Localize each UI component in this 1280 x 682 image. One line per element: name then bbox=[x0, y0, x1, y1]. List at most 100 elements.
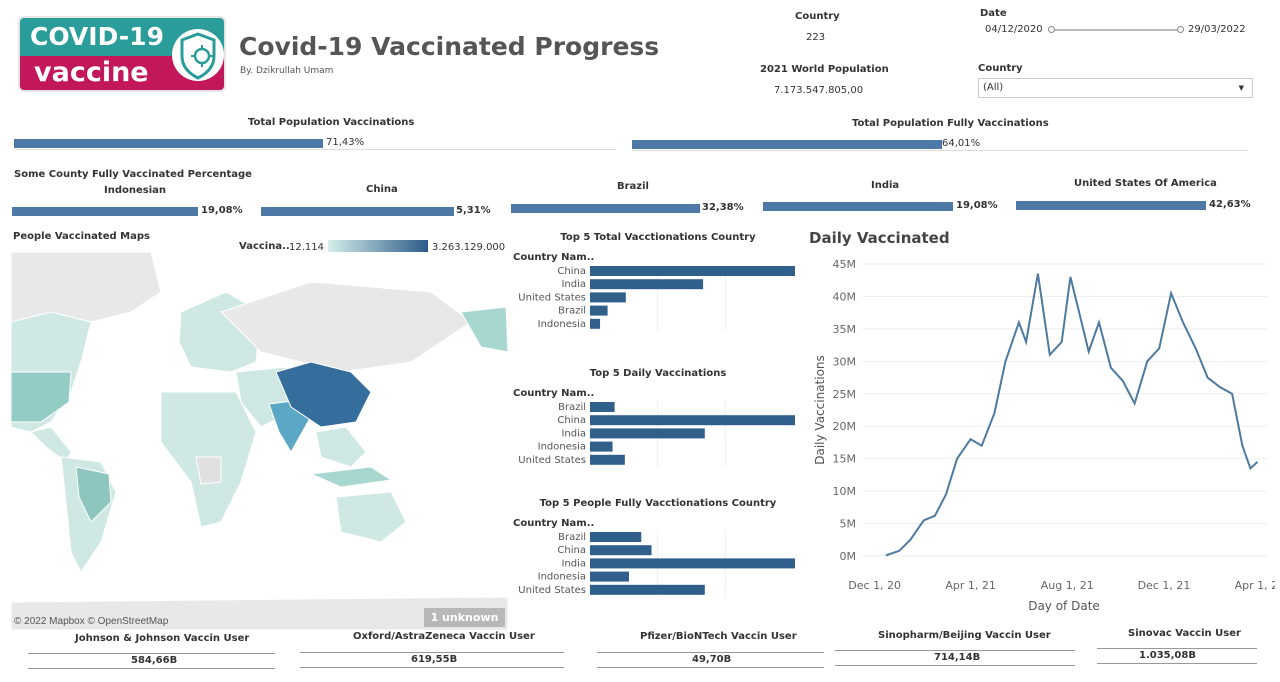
daily-y-tick: 15M bbox=[833, 453, 857, 466]
country-name-china: China bbox=[366, 184, 398, 195]
top5-fully-bar[interactable] bbox=[590, 558, 795, 569]
pop-full-bar bbox=[632, 140, 942, 149]
az-label: Oxford/AstraZeneca Vaccin User bbox=[353, 631, 535, 642]
top5-fully-title: Top 5 People Fully Vacctionations Countr… bbox=[540, 498, 777, 509]
top5-fully-category-label: China bbox=[557, 545, 586, 556]
world-map[interactable]: © 2022 Mapbox © OpenStreetMap bbox=[11, 252, 508, 630]
sinovac-value: 1.035,08B bbox=[1139, 650, 1196, 661]
country-pct-india: 19,08% bbox=[956, 200, 998, 211]
pop-vacc-pct: 71,43% bbox=[326, 137, 365, 148]
top5-daily-category-label: Indonesia bbox=[538, 442, 586, 453]
world-map-svg bbox=[11, 252, 508, 630]
date-end: 29/03/2022 bbox=[1188, 24, 1246, 35]
top5-total-category-label: United States bbox=[518, 292, 586, 303]
top5-fully-bar[interactable] bbox=[590, 571, 629, 582]
top5-daily-bar[interactable] bbox=[590, 428, 705, 439]
map-region-australia bbox=[335, 491, 407, 543]
top5-total-bar[interactable] bbox=[590, 305, 608, 316]
top5-total-axis-label: Country Nam.. bbox=[513, 252, 594, 263]
top5-total-chart: Top 5 Total Vacctionations Country Countr… bbox=[513, 232, 795, 331]
map-region-russia bbox=[220, 281, 472, 373]
slider-handle-start[interactable] bbox=[1048, 26, 1055, 33]
daily-x-tick: Dec 1, 20 bbox=[848, 579, 901, 592]
country-pct-brazil: 32,38% bbox=[702, 202, 744, 213]
top5-total-title: Top 5 Total Vacctionations Country bbox=[560, 232, 756, 243]
top5-total-bar[interactable] bbox=[590, 266, 795, 276]
top5-total-bar[interactable] bbox=[590, 292, 626, 303]
unknown-badge[interactable]: 1 unknown bbox=[424, 608, 505, 627]
top5-daily-category-label: India bbox=[561, 428, 586, 439]
daily-x-tick: Apr 1, 22 bbox=[1235, 579, 1275, 592]
sinopharm-label: Sinopharm/Beijing Vaccin User bbox=[878, 630, 1051, 641]
country-bar-india bbox=[763, 202, 953, 211]
map-region-brazil bbox=[75, 466, 112, 523]
map-region-usa bbox=[11, 371, 72, 423]
jj-label: Johnson & Johnson Vaccin User bbox=[75, 633, 250, 644]
world-pop-value: 7.173.547.805,00 bbox=[774, 85, 864, 96]
country-bar-indonesian bbox=[12, 207, 198, 216]
daily-y-tick: 25M bbox=[833, 388, 857, 401]
country-count-label: Country bbox=[795, 11, 840, 22]
top5-fully-bar[interactable] bbox=[590, 532, 642, 542]
pfizer-label: Pfizer/BioNTech Vaccin User bbox=[640, 631, 797, 642]
map-legend-min: 12.114 bbox=[289, 242, 324, 253]
top5-total-category-label: Brazil bbox=[558, 306, 586, 317]
country-select-value: (All) bbox=[983, 82, 1004, 93]
author: By. Dzikrullah Umam bbox=[240, 66, 334, 76]
top5-daily-bar[interactable] bbox=[590, 415, 795, 426]
map-attribution: © 2022 Mapbox © OpenStreetMap bbox=[14, 616, 169, 627]
daily-vaccinated-line[interactable] bbox=[885, 273, 1259, 557]
top5-fully-category-label: India bbox=[561, 558, 586, 569]
some-country-title: Some County Fully Vaccinated Percentage bbox=[14, 169, 252, 180]
daily-y-tick: 0M bbox=[840, 550, 857, 563]
date-range-slider[interactable] bbox=[1048, 26, 1184, 33]
country-filter-label: Country bbox=[978, 63, 1023, 74]
top5-total-bar[interactable] bbox=[590, 279, 704, 290]
country-name-indonesian: Indonesian bbox=[104, 185, 167, 196]
daily-x-tick: Aug 1, 21 bbox=[1041, 579, 1094, 592]
map-region-china bbox=[275, 361, 372, 428]
top5-total-category-label: China bbox=[557, 266, 586, 277]
daily-y-tick: 40M bbox=[833, 290, 857, 303]
top5-fully-category-label: Brazil bbox=[558, 532, 586, 543]
chevron-down-icon: ▼ bbox=[1238, 84, 1244, 92]
country-name-usa: United States Of America bbox=[1074, 178, 1217, 189]
top5-total-bar[interactable] bbox=[590, 318, 601, 329]
top5-daily-chart: Top 5 Daily Vaccinations Country Nam.. Bra… bbox=[513, 368, 795, 467]
country-bar-china bbox=[261, 207, 454, 216]
top5-fully-bar[interactable] bbox=[590, 545, 652, 556]
pop-vacc-label: Total Population Vaccinations bbox=[248, 117, 415, 128]
top5-total-category-label: India bbox=[561, 279, 586, 290]
country-select[interactable]: (All) ▼ bbox=[978, 78, 1253, 98]
top5-fully-axis-label: Country Nam.. bbox=[513, 518, 594, 529]
daily-chart-title: Daily Vaccinated bbox=[809, 229, 950, 247]
top5-daily-bar[interactable] bbox=[590, 441, 613, 452]
country-bar-brazil bbox=[511, 204, 700, 213]
top5-daily-category-label: China bbox=[557, 415, 586, 426]
daily-y-tick: 45M bbox=[833, 258, 857, 271]
country-pct-indonesian: 19,08% bbox=[201, 205, 243, 216]
top5-fully-category-label: Indonesia bbox=[538, 572, 586, 583]
date-filter-label: Date bbox=[980, 8, 1007, 19]
country-name-india: India bbox=[871, 180, 900, 191]
sinovac-label: Sinovac Vaccin User bbox=[1128, 628, 1241, 639]
date-start: 04/12/2020 bbox=[985, 24, 1043, 35]
country-bar-usa bbox=[1016, 201, 1206, 210]
country-pct-usa: 42,63% bbox=[1209, 199, 1251, 210]
country-pct-china: 5,31% bbox=[456, 205, 491, 216]
slider-handle-end[interactable] bbox=[1177, 26, 1184, 33]
daily-x-tick: Dec 1, 21 bbox=[1138, 579, 1191, 592]
country-name-brazil: Brazil bbox=[617, 181, 649, 192]
top5-fully-bar[interactable] bbox=[590, 584, 705, 595]
top5-daily-bar[interactable] bbox=[590, 402, 615, 412]
map-region-se-asia bbox=[315, 426, 367, 468]
map-region-central-america bbox=[30, 426, 72, 463]
sinopharm-value: 714,14B bbox=[934, 652, 981, 663]
top5-total-category-label: Indonesia bbox=[538, 319, 586, 330]
map-region-africa-gray bbox=[195, 456, 222, 485]
daily-y-tick: 10M bbox=[833, 485, 857, 498]
top5-daily-bar[interactable] bbox=[590, 454, 625, 465]
map-legend-max: 3.263.129.000 bbox=[432, 242, 506, 253]
map-region-north-america-north bbox=[11, 252, 162, 323]
daily-y-axis-label: Daily Vaccinations bbox=[813, 355, 827, 465]
